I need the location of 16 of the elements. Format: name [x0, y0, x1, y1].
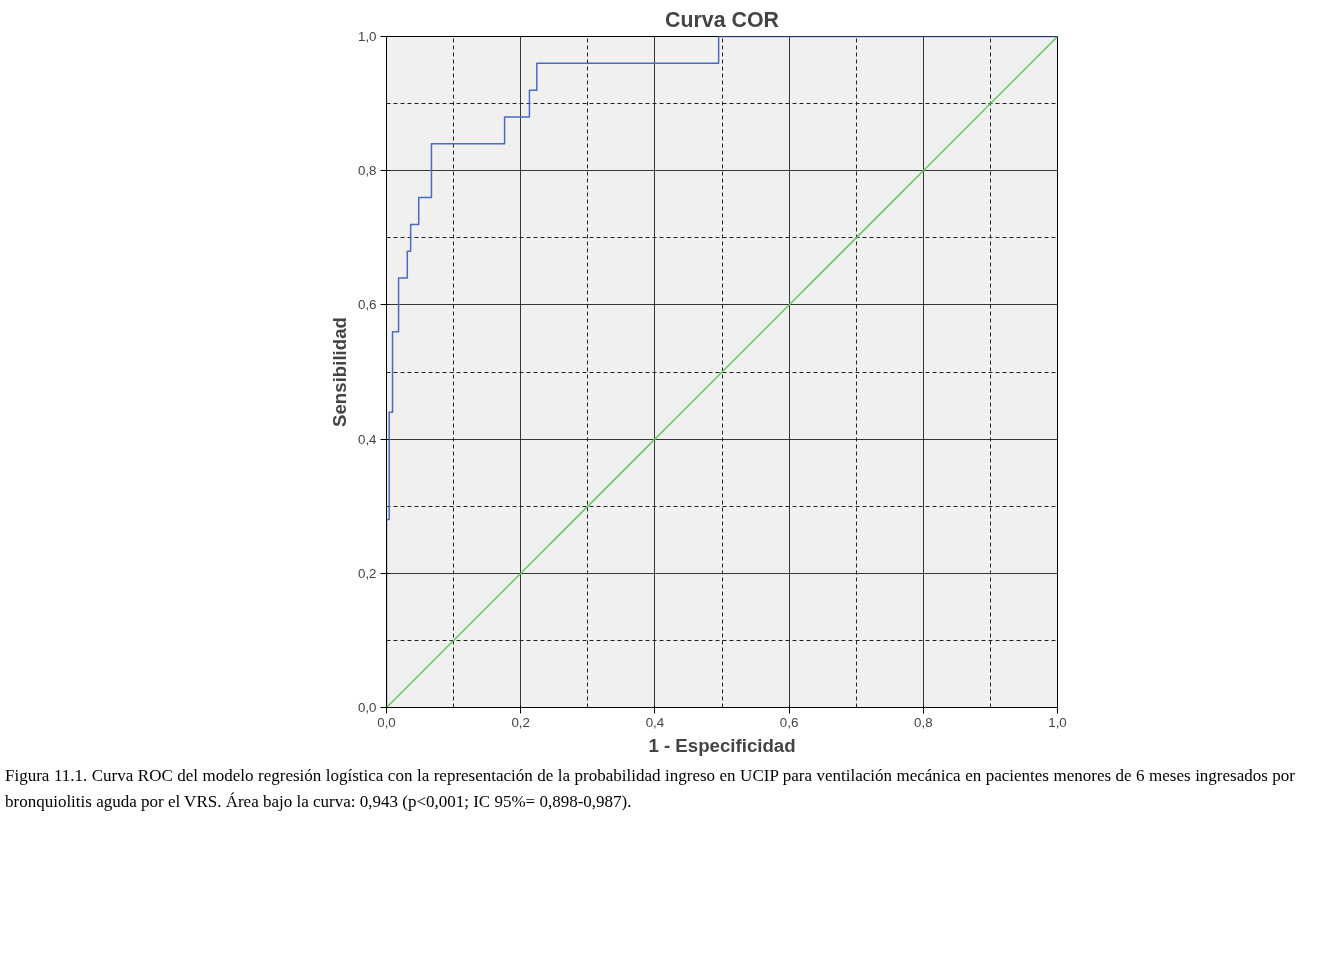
- y-tick-label: 0,4: [357, 431, 378, 447]
- y-tick-label: 1,0: [357, 29, 377, 44]
- chart-title: Curva COR: [665, 7, 779, 32]
- x-tick-label: 0,0: [377, 714, 396, 730]
- y-tick-label: 0,2: [357, 565, 377, 581]
- x-tick-label: 0,8: [914, 714, 933, 730]
- x-tick-label: 0,4: [645, 714, 665, 730]
- x-tick-label: 0,2: [511, 714, 530, 730]
- y-axis-title: Sensibilidad: [328, 317, 350, 427]
- x-tick-label: 0,6: [779, 714, 799, 730]
- y-tick-label: 0,8: [357, 163, 377, 179]
- x-axis-title: 1 - Especificidad: [648, 734, 796, 756]
- y-tick-label: 0,6: [357, 297, 377, 313]
- text: Figura 11.1. Curva ROC del modelo regresión logística con la representación de la probabilidad ingreso en UCIP para ventilación mecánica en pacientes menores de 6 meses ingresados por bronquiolitis aguda por el VRS. Área bajo la curva: 0,943 (p<0,001; IC 95%= 0,898-0,987).: [5, 765, 1295, 813]
- x-tick-label: 1,0: [1048, 714, 1067, 730]
- y-tick-label: 0,0: [357, 700, 377, 715]
